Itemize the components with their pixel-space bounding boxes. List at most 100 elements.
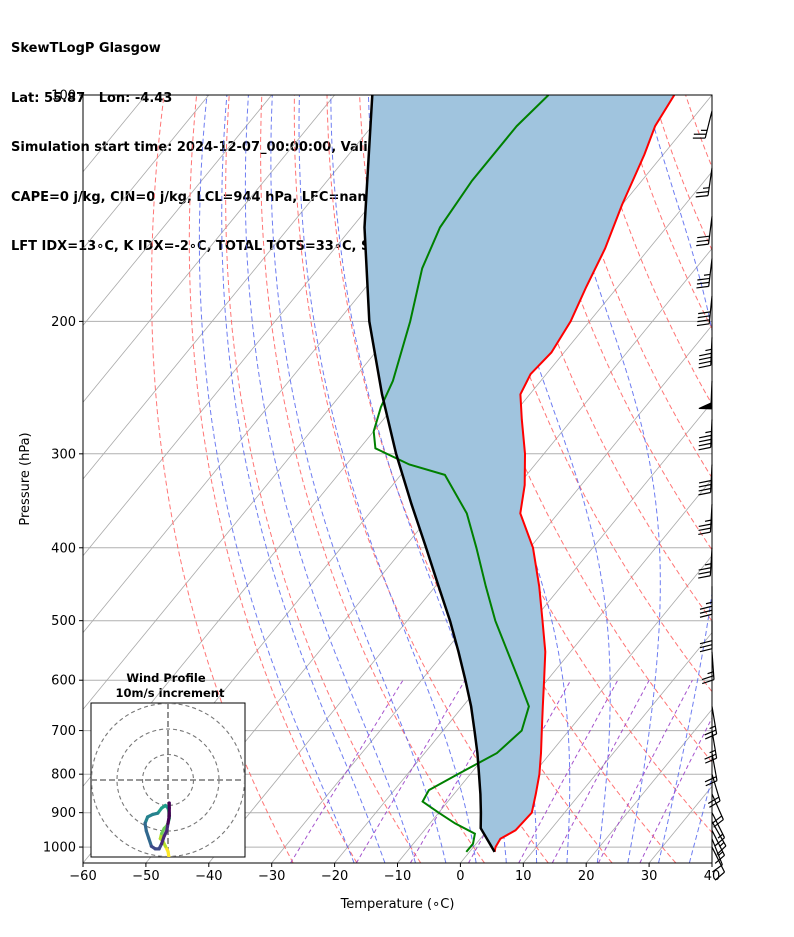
x-tick-label: 40	[704, 869, 721, 884]
wind-barb-half-flag	[717, 833, 724, 839]
wind-barb	[711, 838, 723, 873]
wind-barb-flag	[696, 281, 710, 285]
isotherm-line	[83, 95, 335, 403]
wind-barb-flag	[697, 319, 710, 323]
wind-barb	[698, 547, 713, 579]
y-tick-label: 500	[51, 614, 76, 629]
temperature-profile-line	[493, 95, 676, 853]
wind-barb-flag	[714, 871, 725, 881]
y-tick-label: 200	[51, 315, 76, 330]
wind-barb	[696, 216, 713, 247]
x-tick-label: −60	[69, 869, 96, 884]
wind-barb-flag	[698, 446, 711, 451]
moist-adiabat-line	[298, 95, 477, 863]
wind-barb-flag	[696, 285, 709, 289]
mixing-ratio-line	[518, 679, 619, 863]
wind-barb	[698, 337, 713, 369]
dry-adiabat-line	[150, 95, 294, 863]
wind-barb-flag	[697, 277, 710, 281]
dry-adiabat-line	[783, 95, 794, 863]
wind-barb	[704, 706, 718, 740]
wind-barb-flag	[696, 243, 709, 247]
isotherm-line	[83, 95, 398, 480]
chart-title-station: SkewTLogP Glasgow	[11, 41, 161, 56]
x-tick-label: −20	[321, 869, 348, 884]
wind-barb-flag	[699, 640, 713, 645]
isotherm-line	[460, 555, 712, 863]
wind-barb-half-flag	[704, 519, 712, 522]
wind-barb-flag	[698, 311, 711, 315]
x-tick-label: 10	[515, 869, 532, 884]
isotherm-line	[648, 785, 712, 863]
wind-barb-half-flag	[703, 273, 711, 276]
x-axis: −60 −50 −40 −30 −20 −10 0 10 20 30 40	[69, 863, 720, 884]
y-tick-label: 1000	[43, 841, 76, 856]
wind-barb-flag	[698, 491, 711, 496]
dry-adiabat-line	[718, 95, 794, 863]
wind-barb-flag	[701, 675, 714, 681]
wind-barb-half-flag	[717, 851, 724, 857]
wind-barb-flag	[698, 356, 712, 361]
wind-barb-staff	[704, 110, 713, 139]
wind-barb-flag	[698, 483, 712, 488]
wind-barb-flag	[695, 195, 709, 198]
x-tick-label: 20	[578, 869, 595, 884]
y-tick-label: 400	[51, 541, 76, 556]
wind-barb-staff	[711, 812, 726, 838]
wind-barb-half-flag	[709, 725, 716, 730]
isotherm-line	[711, 862, 712, 863]
wind-barb-flag	[696, 323, 710, 327]
wind-barb	[698, 380, 713, 410]
wind-barb	[711, 793, 724, 828]
wind-barb-flag	[697, 315, 711, 319]
dry-adiabat-line	[391, 95, 712, 834]
isotherm-line	[83, 95, 210, 250]
parcel-path-line	[363, 95, 496, 853]
wind-barb-flag	[714, 854, 725, 864]
wind-barb-flag	[699, 609, 713, 614]
y-tick-label: 900	[51, 806, 76, 821]
wind-barb-half-flag	[709, 749, 716, 754]
wind-barb	[711, 846, 726, 881]
isotherm-line	[83, 95, 84, 96]
wind-barb-half-flag	[719, 842, 725, 848]
wind-barb-half-flag	[705, 348, 712, 352]
wind-barb-staff	[707, 167, 713, 196]
dry-adiabat-line	[326, 95, 613, 863]
dry-adiabat-line	[260, 95, 485, 863]
moist-adiabat-line	[221, 95, 386, 863]
moist-adiabat-line	[270, 95, 447, 863]
mixing-ratio-line	[290, 679, 404, 863]
wind-barb-staff	[710, 464, 713, 493]
wind-barb-flag	[698, 523, 712, 528]
wind-barb-staff	[711, 821, 727, 847]
moist-adiabat-line	[688, 775, 712, 863]
wind-barb-flag	[699, 613, 713, 618]
wind-barb-staff	[707, 216, 713, 245]
wind-barb-staff	[710, 337, 713, 366]
wind-barb	[698, 504, 713, 536]
wind-barb-flag	[704, 729, 717, 736]
y-tick-label: 800	[51, 768, 76, 783]
y-tick-label: 100	[51, 89, 76, 104]
wind-barb	[699, 586, 713, 618]
wind-barb-flag	[698, 575, 711, 579]
wind-barb-flag	[698, 531, 711, 536]
wind-barb	[711, 812, 726, 847]
wind-barb	[696, 295, 713, 327]
x-tick-label: −40	[195, 869, 222, 884]
wind-barb	[698, 464, 713, 496]
isotherm-line	[271, 324, 712, 863]
wind-barb-staff	[708, 295, 713, 324]
wind-barb-half-flag	[707, 671, 714, 675]
wind-barb-flag	[699, 648, 713, 653]
wind-barb	[695, 167, 713, 198]
wind-barb-flag	[712, 864, 723, 873]
wind-barb-pennant	[698, 402, 712, 410]
moist-adiabat-line	[720, 95, 794, 863]
wind-barb-flag	[704, 776, 717, 783]
x-tick-label: −10	[384, 869, 411, 884]
wind-barb	[692, 110, 713, 139]
wind-barb-flag	[698, 567, 711, 571]
